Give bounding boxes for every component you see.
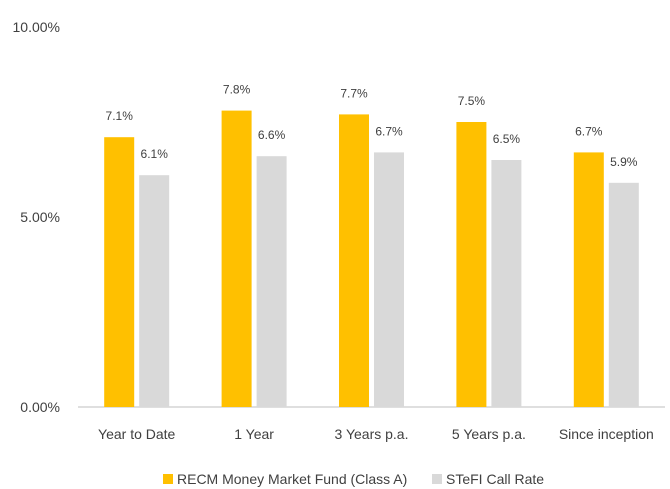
bar-series-1-5 xyxy=(573,152,604,407)
legend-label: RECM Money Market Fund (Class A) xyxy=(177,471,407,487)
bar-series-2-1 xyxy=(139,175,170,407)
bar-series-1-4 xyxy=(456,122,487,407)
legend: RECM Money Market Fund (Class A) STeFI Ca… xyxy=(163,471,544,487)
data-label: 6.1% xyxy=(141,147,169,161)
category-labels: Year to Date 1 Year 3 Years p.a. 5 Years p.… xyxy=(98,426,654,442)
data-labels: 7.1% 6.1% 7.8% 6.6% 7.7% 6.7% 7.5% 6.5% 6.7% 5.9% xyxy=(106,83,638,169)
legend-swatch xyxy=(432,474,442,484)
data-label: 6.7% xyxy=(375,124,403,138)
bar-series-2-3 xyxy=(374,152,404,407)
category-label: 3 Years p.a. xyxy=(335,426,409,442)
data-label: 6.6% xyxy=(258,128,286,142)
data-label: 7.8% xyxy=(223,83,251,97)
data-label: 6.7% xyxy=(575,124,603,138)
y-tick-label: 5.00% xyxy=(20,209,60,225)
y-axis-ticks: 0.00% 5.00% 10.00% xyxy=(13,19,60,415)
y-tick-label: 10.00% xyxy=(13,19,60,35)
category-label: 5 Years p.a. xyxy=(452,426,526,442)
legend-label: STeFI Call Rate xyxy=(446,471,544,487)
y-tick-label: 0.00% xyxy=(20,399,60,415)
category-label: Year to Date xyxy=(98,426,176,442)
bar-series-1-1 xyxy=(104,137,135,407)
bar-series-1-3 xyxy=(339,114,369,408)
category-label: 1 Year xyxy=(234,426,274,442)
data-label: 7.5% xyxy=(458,94,486,108)
data-label: 7.1% xyxy=(106,109,134,123)
legend-swatch xyxy=(163,474,173,484)
bar-series-2-2 xyxy=(256,156,287,407)
bar-series-1-2 xyxy=(221,110,252,407)
category-label: Since inception xyxy=(559,426,654,442)
data-label: 6.5% xyxy=(493,132,521,146)
data-label: 7.7% xyxy=(340,86,368,100)
bar-series-2-4 xyxy=(491,160,522,407)
bar-series-2-5 xyxy=(608,182,639,407)
bars xyxy=(104,110,639,408)
data-label: 5.9% xyxy=(610,155,638,169)
